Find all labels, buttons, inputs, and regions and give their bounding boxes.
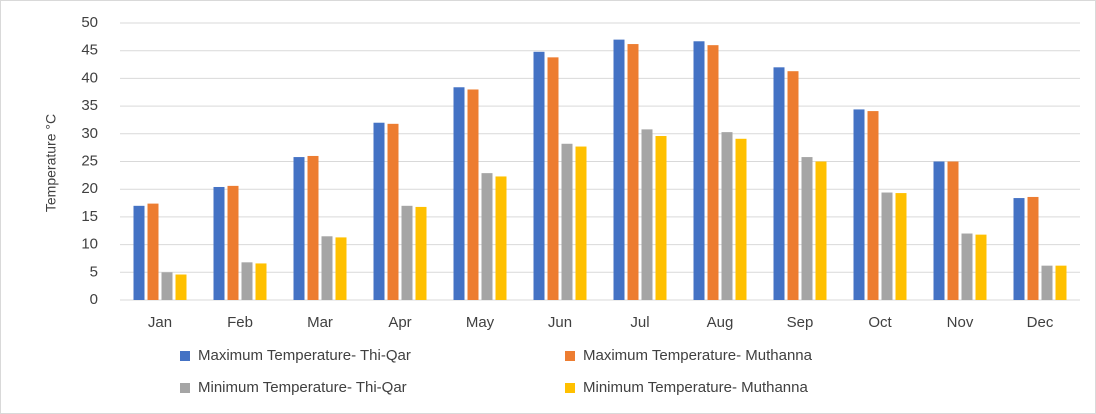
y-tick-label: 10 [81,236,98,253]
legend-swatch [180,351,190,361]
x-tick-label: Aug [707,314,734,331]
y-tick-label: 40 [81,69,98,86]
x-tick-label: Jun [548,314,572,331]
bar [721,132,733,300]
x-tick-label: Nov [947,314,974,331]
bar [307,155,319,300]
y-tick-label: 35 [81,97,98,114]
bar [707,45,719,300]
y-tick-label: 15 [81,208,98,225]
bar [561,143,573,300]
x-tick-label: May [466,314,495,331]
bar [975,234,987,300]
x-tick-label: Feb [227,314,253,331]
legend-label: Minimum Temperature- Thi-Qar [198,379,407,396]
x-tick-label: Oct [868,314,892,331]
legend-swatch [565,383,575,393]
bar [1041,265,1053,300]
bar [881,192,893,300]
bar [801,157,813,300]
bar [533,51,545,300]
legend-label: Maximum Temperature- Muthanna [583,347,813,364]
y-tick-label: 30 [81,125,98,142]
x-tick-label: Jul [630,314,649,331]
bar [255,263,267,300]
bar [373,122,385,300]
bar [401,205,413,300]
bar [481,173,493,300]
bar [1027,196,1039,300]
bar [575,146,587,300]
bar [335,237,347,300]
bar [495,176,507,300]
bar [947,161,959,300]
bar [241,262,253,300]
bar [693,41,705,300]
x-tick-label: Dec [1027,314,1054,331]
x-tick-label: Mar [307,314,333,331]
y-tick-label: 0 [90,291,98,308]
bar [453,87,465,300]
bar [815,161,827,300]
y-tick-label: 5 [90,263,98,280]
x-tick-label: Jan [148,314,172,331]
legend-label: Minimum Temperature- Muthanna [583,379,808,396]
x-tick-label: Sep [787,314,814,331]
bar [293,157,305,300]
bar [895,193,907,300]
bar [787,71,799,300]
y-tick-label: 50 [81,14,98,31]
bar [213,186,225,300]
bar [961,233,973,300]
bar [547,57,559,301]
bar [415,206,427,300]
y-tick-label: 20 [81,180,98,197]
bar [321,236,333,300]
bar [627,44,639,300]
bar [161,272,173,300]
bar [227,185,239,300]
y-axis-label: Temperature °C [43,114,59,212]
bar [1055,265,1067,300]
bar [175,274,187,300]
bar [735,138,747,300]
bar [853,109,865,300]
bar [641,129,653,300]
bar [933,161,945,300]
bar [613,39,625,301]
bar [387,123,399,300]
legend-swatch [180,383,190,393]
bar [655,136,667,300]
bar [1013,198,1025,300]
y-tick-label: 45 [81,42,98,59]
bar [147,203,159,300]
bar [867,111,879,300]
legend-label: Maximum Temperature- Thi-Qar [198,347,411,364]
bar [133,205,145,300]
legend-swatch [565,351,575,361]
bar [773,67,785,300]
bar [467,89,479,300]
y-tick-label: 25 [81,152,98,169]
x-tick-label: Apr [388,314,411,331]
